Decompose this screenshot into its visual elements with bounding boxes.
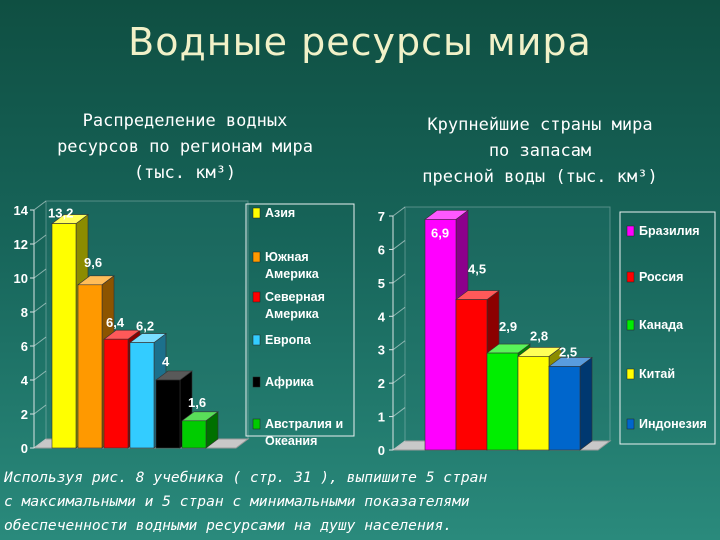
countries-value-label: 2,8	[530, 328, 548, 343]
countries-bar-5	[548, 356, 593, 451]
regions-bar-front	[129, 342, 155, 449]
countries-y-tick-label: 7	[378, 209, 385, 224]
countries-bar-front	[455, 299, 488, 451]
regions-y-tick-depth	[33, 302, 47, 313]
regions-y-tick-depth	[33, 404, 47, 415]
regions-legend-box	[245, 203, 355, 437]
regions-value-label: 6,4	[106, 315, 125, 330]
regions-bar-front	[155, 379, 181, 449]
regions-legend-swatch	[252, 418, 261, 430]
regions-y-tick-label: 0	[21, 441, 28, 456]
regions-y-tick-depth	[33, 370, 47, 381]
regions-y-tick-label: 8	[21, 305, 28, 320]
regions-legend-label: Северная	[265, 290, 325, 304]
regions-y-tick-depth	[33, 336, 47, 347]
regions-y-tick-label: 14	[14, 203, 29, 218]
countries-y-tick-label: 5	[378, 276, 385, 291]
countries-legend-swatch	[626, 271, 635, 283]
regions-y-tick-label: 4	[21, 373, 29, 388]
countries-y-tick-label: 0	[378, 443, 385, 458]
countries-y-tick-label: 1	[378, 410, 385, 425]
left-subtitle-line: (тыс. км³)	[133, 163, 237, 183]
regions-legend-label: Африка	[265, 375, 315, 389]
countries-value-label: 2,5	[559, 344, 577, 359]
regions-y-tick-label: 10	[14, 271, 28, 286]
countries-bar-front	[486, 352, 519, 451]
regions-legend-swatch	[252, 291, 261, 303]
regions-y-tick-depth	[33, 234, 47, 245]
countries-y-tick-label: 2	[378, 376, 385, 391]
regions-y-tick-depth	[33, 200, 47, 211]
left-subtitle-line: ресурсов по регионам мира	[57, 137, 313, 157]
regions-y-tick-depth	[33, 438, 47, 449]
countries-legend-label: Индонезия	[639, 417, 707, 431]
regions-value-label: 1,6	[188, 395, 206, 410]
regions-legend-label: Европа	[265, 333, 312, 347]
regions-bar-front	[77, 284, 103, 449]
regions-legend-swatch	[252, 334, 261, 346]
regions-bar-front	[103, 338, 129, 449]
regions-legend-label: Америка	[265, 307, 320, 321]
left-chart-subtitle: Распределение водных ресурсов по региона…	[0, 108, 370, 186]
right-subtitle-line: Крупнейшие страны мира	[427, 115, 653, 135]
regions-legend-label: Южная	[265, 250, 309, 264]
regions-bar-front	[51, 223, 77, 449]
countries-bar-front	[424, 219, 457, 451]
countries-value-label: 4,5	[468, 262, 486, 277]
countries-legend-label: Россия	[639, 270, 683, 284]
countries-value-label: 2,9	[499, 319, 517, 334]
regions-legend-label: Америка	[265, 267, 320, 281]
regions-y-tick-depth	[33, 268, 47, 279]
regions-value-label: 13,2	[48, 206, 73, 221]
countries-y-tick-depth	[392, 373, 406, 384]
countries-legend-swatch	[626, 418, 635, 430]
countries-y-tick-depth	[392, 273, 406, 284]
countries-legend-swatch	[626, 368, 635, 380]
countries-legend-swatch	[626, 225, 635, 237]
countries-value-label: 6,9	[431, 225, 449, 240]
instruction-line: Используя рис. 8 учебника ( стр. 31 ), в…	[4, 469, 488, 486]
regions-bar-6	[181, 411, 219, 449]
regions-legend-swatch	[252, 251, 261, 263]
right-subtitle-line: пресной воды (тыс. км³)	[422, 167, 658, 187]
right-subtitle-line: по запасам	[488, 141, 592, 161]
left-subtitle-line: Распределение водных	[82, 111, 288, 131]
countries-legend-label: Китай	[639, 367, 675, 381]
regions-y-tick-label: 6	[21, 339, 28, 354]
right-chart-subtitle: Крупнейшие страны мира по запасам пресно…	[380, 112, 700, 190]
regions-legend-label: Океания	[265, 434, 317, 448]
countries-y-tick-depth	[392, 206, 406, 217]
countries-y-tick-label: 6	[378, 242, 385, 257]
countries-y-tick-depth	[392, 407, 406, 417]
countries-legend-label: Бразилия	[639, 224, 700, 238]
regions-y-tick-label: 2	[21, 407, 28, 422]
countries-legend-box	[619, 211, 716, 445]
regions-value-label: 9,6	[84, 255, 102, 270]
regions-legend-label: Австралия и	[265, 417, 343, 431]
instruction-line: обеспеченности водными ресурсами на душу…	[4, 517, 453, 534]
countries-y-tick-label: 3	[378, 343, 385, 358]
regions-y-tick-label: 12	[14, 237, 28, 252]
regions-bar-front	[181, 420, 207, 449]
countries-y-tick-depth	[392, 240, 406, 250]
countries-y-tick-label: 4	[378, 309, 386, 324]
regions-legend-swatch	[252, 207, 261, 219]
regions-value-label: 6,2	[136, 319, 154, 334]
countries-bar-side	[579, 356, 593, 451]
regions-legend-swatch	[252, 376, 261, 388]
countries-bar-front	[517, 356, 550, 451]
countries-y-tick-depth	[392, 440, 406, 451]
regions-legend-label: Азия	[265, 206, 295, 220]
countries-y-tick-depth	[392, 306, 406, 317]
countries-y-tick-depth	[392, 340, 406, 351]
countries-bar-front	[548, 366, 581, 451]
instruction-text: Используя рис. 8 учебника ( стр. 31 ), в…	[4, 466, 716, 538]
slide-title: Водные ресурсы мира	[128, 20, 592, 64]
regions-value-label: 4	[162, 354, 170, 369]
countries-legend-swatch	[626, 319, 635, 331]
countries-legend-label: Канада	[639, 318, 684, 332]
instruction-line: с максимальными и 5 стран с минимальными…	[4, 493, 470, 510]
